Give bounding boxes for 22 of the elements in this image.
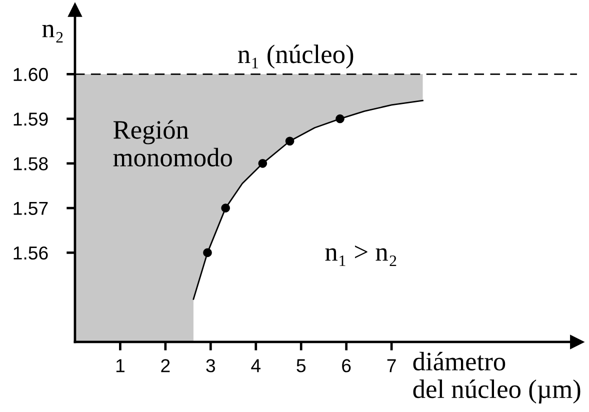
- y-tick-label: 1.58: [14, 157, 48, 170]
- point: [336, 114, 344, 124]
- y-tick-label: 1.56: [14, 246, 48, 260]
- y-tick-label: 1.60: [14, 68, 48, 82]
- x-tick-label: 1: [116, 359, 124, 372]
- x-tick-label: 3: [206, 359, 216, 372]
- ref-line-label: n₁ (núcleo): [238, 44, 354, 69]
- point: [285, 136, 294, 146]
- x-tick-label: 7: [387, 359, 396, 372]
- y-axis-title: n₂: [42, 24, 63, 43]
- x-tick-label: 5: [296, 359, 306, 372]
- y-tick-label: 1.59: [14, 112, 48, 126]
- annotation: n₁ > n₂: [325, 246, 396, 266]
- y-tick-label: 1.57: [14, 202, 48, 215]
- point: [221, 204, 230, 212]
- point: [258, 159, 268, 168]
- x-tick-label: 6: [342, 359, 351, 372]
- x-tick-label: 4: [251, 359, 261, 372]
- x-axis-title: diámetro del núcleo (µm): [413, 352, 580, 404]
- x-tick-label: 2: [161, 359, 170, 372]
- annotation: Región monomodo: [113, 120, 232, 166]
- point: [203, 248, 212, 258]
